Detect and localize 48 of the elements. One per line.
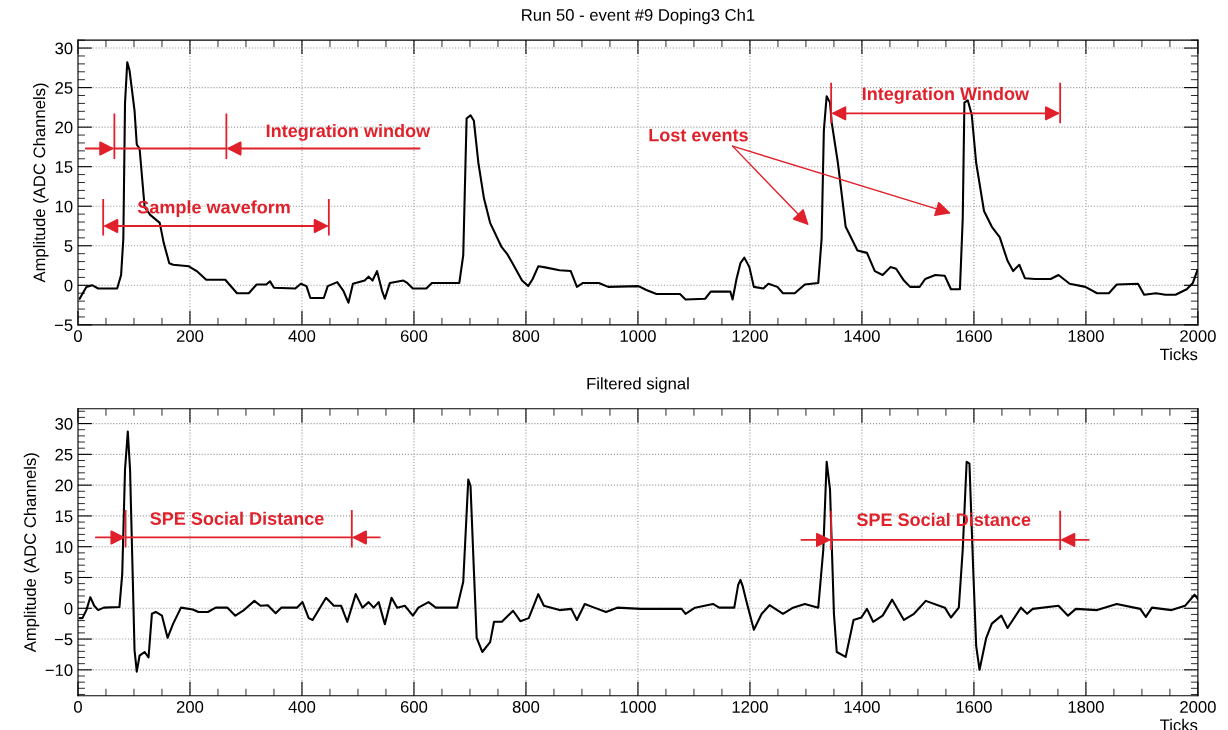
y-tick-label: 20: [55, 479, 73, 492]
x-tick-label: 0: [73, 330, 82, 342]
y-axis-title: Amplitude (ADC Channels): [33, 83, 49, 283]
x-tick-label: 600: [400, 330, 428, 342]
annotation: Integration window: [266, 123, 431, 141]
y-tick-label: −10: [45, 664, 73, 677]
x-tick-label: 1000: [620, 700, 656, 713]
y-tick-label: 15: [55, 510, 73, 523]
y-tick-label: 25: [55, 448, 73, 461]
x-tick-label: 0: [73, 700, 82, 713]
x-tick-label: 200: [176, 330, 204, 342]
x-tick-label: 800: [512, 330, 540, 342]
y-tick-label: 30: [55, 417, 73, 430]
y-tick-label: 5: [64, 240, 73, 252]
x-tick-label: 2000: [1180, 700, 1216, 713]
y-tick-label: 25: [55, 82, 73, 94]
y-tick-label: −5: [54, 319, 73, 332]
annotation: Integration Window: [862, 86, 1030, 104]
x-tick-label: 1200: [732, 700, 768, 713]
x-tick-label: 2000: [1180, 330, 1216, 342]
x-tick-label: 1400: [844, 700, 880, 713]
x-tick-label: 400: [288, 330, 316, 342]
x-tick-label: 400: [288, 700, 316, 713]
x-tick-label: 200: [176, 700, 204, 713]
x-tick-label: 600: [400, 700, 428, 713]
y-tick-label: 15: [55, 161, 73, 173]
annotation: SPE Social Distance: [150, 511, 324, 525]
x-tick-label: 800: [512, 700, 540, 713]
y-tick-label: 10: [55, 200, 73, 213]
x-tick-label: 1600: [956, 700, 992, 713]
x-tick-label: 1000: [620, 330, 656, 342]
chart-title: Run 50 - event #9 Doping3 Ch1: [522, 8, 755, 25]
y-tick-label: 5: [64, 572, 73, 584]
x-tick-label: 1600: [956, 330, 992, 342]
x-tick-label: 1800: [1068, 330, 1104, 342]
x-tick-label: 1400: [844, 330, 880, 342]
y-tick-label: 0: [64, 279, 73, 292]
y-axis-title: Amplitude (ADC Channels): [23, 453, 40, 653]
x-tick-label: 1200: [732, 330, 768, 342]
x-axis-title: Ticks: [1160, 348, 1198, 361]
y-tick-label: 30: [55, 42, 73, 55]
y-tick-label: −5: [54, 633, 73, 646]
y-tick-label: 10: [55, 541, 73, 553]
annotation: Lost events: [649, 128, 748, 142]
y-tick-label: 20: [55, 121, 73, 134]
x-tick-label: 1800: [1068, 700, 1104, 713]
chart-title: Filtered signal: [587, 377, 689, 393]
y-tick-label: 0: [64, 602, 73, 615]
